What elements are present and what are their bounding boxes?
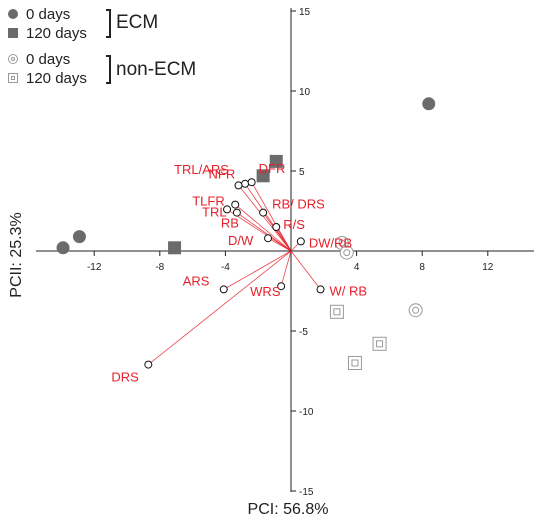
- ecm-120-days-point: [269, 154, 283, 168]
- loading-vector: [251, 182, 292, 252]
- legend-item-ecm-0-days: 0 days: [8, 5, 71, 23]
- loading-endpoint: [234, 181, 243, 190]
- loading-vector: [238, 185, 292, 252]
- loading-label: RB/ DRS: [272, 197, 325, 212]
- loading-label: TRL/ARS: [174, 162, 229, 177]
- point-inner-ring: [412, 306, 420, 314]
- tick-labels: -12 -8 -4 4 8 12 15 10 5 -5 -10 -15: [87, 7, 494, 498]
- legend-group-non-ecm: non-ECM: [116, 59, 197, 80]
- point-outer-square: [372, 336, 387, 351]
- x-tick-label: 8: [419, 262, 425, 273]
- loading-endpoint: [223, 205, 232, 214]
- loading-label: TLFR: [192, 194, 225, 209]
- ecm-0-days-point: [56, 241, 70, 255]
- non-ecm-120-days-point: [329, 304, 344, 319]
- loading-endpoint: [272, 223, 281, 231]
- loading-vector: [223, 250, 292, 290]
- legend-label: 120 days: [26, 24, 87, 42]
- loading-label: RB: [221, 216, 239, 231]
- loading-label: R/S: [283, 217, 305, 232]
- legend: 0 days 120 days ECM 0 days 120 days non-…: [8, 6, 208, 92]
- loading-label: TRL: [202, 204, 227, 219]
- loading-endpoint: [247, 178, 256, 187]
- legend-item-non-ecm-0-days: 0 days: [8, 50, 71, 68]
- point-outer-ring: [339, 245, 354, 260]
- legend-group-ecm: ECM: [116, 12, 159, 33]
- y-tick-label: -10: [299, 407, 314, 418]
- point-outer-square: [329, 304, 344, 319]
- loading-label: DRS: [111, 370, 139, 385]
- loading-label: DW/RB: [309, 235, 352, 250]
- loading-vector: [262, 212, 292, 252]
- x-tick-label: -12: [87, 262, 102, 273]
- point-inner-square: [333, 308, 341, 316]
- loading-label: W/ RB: [330, 283, 368, 298]
- loading-endpoint: [264, 234, 273, 243]
- non-ecm-bracket: [106, 55, 111, 84]
- filled-square-icon: [8, 28, 18, 38]
- loading-endpoint: [316, 285, 325, 294]
- point-inner-square: [351, 359, 359, 367]
- loading-label: WRS: [250, 284, 281, 299]
- loading-endpoint: [144, 360, 153, 369]
- ecm-120-days-point: [256, 169, 270, 183]
- loading-endpoint: [296, 237, 305, 246]
- loading-vector: [234, 204, 292, 252]
- legend-item-non-ecm-120-days: 120 days: [8, 69, 87, 87]
- loading-label: NFR: [209, 166, 236, 181]
- ecm-0-days-point: [72, 230, 86, 244]
- x-tick-label: 4: [354, 262, 360, 273]
- ecm-0-days-point: [422, 97, 436, 111]
- x-tick-label: -8: [155, 262, 164, 273]
- legend-label: 0 days: [26, 5, 71, 23]
- loading-endpoint: [277, 282, 286, 291]
- non-ecm-120-days-point: [372, 336, 387, 351]
- non-ecm-120-days-point: [347, 356, 362, 370]
- loading-vector: [267, 237, 292, 252]
- legend-item-ecm-120-days: 120 days: [8, 24, 87, 42]
- y-tick-label: -5: [299, 327, 308, 338]
- filled-circle-icon: [8, 9, 18, 19]
- open-circle-icon: [8, 54, 18, 64]
- ecm-120-days-point: [168, 241, 182, 255]
- y-tick-label: -15: [299, 487, 314, 498]
- loading-label: DFR: [259, 161, 286, 176]
- loading-endpoint: [232, 208, 241, 217]
- x-tick-label: -4: [221, 262, 230, 273]
- y-tick-label: 10: [299, 87, 311, 98]
- non-ecm-0-days-point: [408, 303, 423, 318]
- loading-vector: [236, 212, 292, 252]
- y-tick-label: 5: [299, 167, 305, 178]
- point-outer-ring: [408, 303, 423, 318]
- point-inner-square: [376, 340, 384, 348]
- x-axis-label: PCI: 56.8%: [248, 501, 329, 518]
- ecm-bracket: [106, 9, 111, 38]
- non-ecm-0-days-point: [339, 245, 354, 260]
- loading-vectors: [144, 178, 325, 369]
- loading-vector: [148, 250, 292, 365]
- point-inner-ring: [343, 249, 351, 257]
- x-tick-label: 12: [482, 262, 494, 273]
- point-outer-square: [347, 356, 362, 370]
- y-tick-label: 15: [299, 7, 311, 18]
- legend-label: 0 days: [26, 50, 71, 68]
- loading-endpoint: [241, 179, 250, 188]
- loading-endpoint: [259, 208, 268, 217]
- loading-label: D/W: [228, 233, 254, 248]
- legend-label: 120 days: [26, 69, 87, 87]
- y-axis-label: PCII: 25.3%: [8, 212, 25, 297]
- loading-endpoint: [219, 285, 228, 294]
- loading-label: ARS: [183, 273, 210, 288]
- point-inner-ring: [338, 239, 346, 247]
- open-square-icon: [8, 73, 18, 83]
- loading-vector: [280, 250, 292, 287]
- loading-vector: [290, 250, 321, 290]
- loading-vector: [275, 226, 292, 252]
- loading-endpoint: [231, 200, 240, 209]
- sample-points: [56, 97, 436, 370]
